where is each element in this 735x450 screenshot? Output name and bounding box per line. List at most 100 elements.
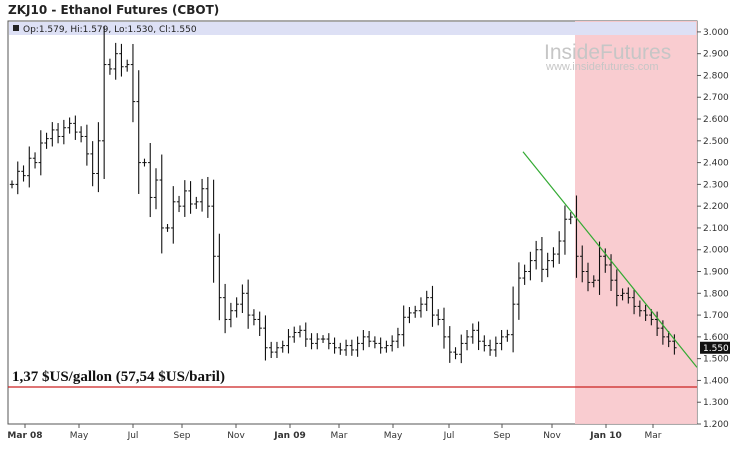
chart-title: ZKJ10 - Ethanol Futures (CBOT)	[8, 3, 220, 17]
ohlc-bar	[418, 297, 424, 318]
ohlc-bar	[441, 307, 447, 349]
ohlc-bar	[493, 336, 499, 357]
reference-annotation: 1,37 $US/gallon (57,54 $US/baril)	[12, 369, 225, 385]
ohlc-bar	[32, 152, 38, 169]
ohlc-bar	[672, 334, 677, 355]
y-tick-label: 2.700	[703, 93, 729, 103]
ohlc-bar	[654, 311, 660, 336]
ohlc-bar	[361, 330, 366, 351]
ohlc-bar	[580, 245, 585, 283]
ohlc-bar	[297, 325, 303, 338]
ohlc-bar	[459, 334, 464, 364]
ohlc-bar	[130, 43, 136, 123]
ohlc-bar	[9, 180, 15, 189]
ohlc-bar	[562, 205, 568, 255]
ohlc-bar	[568, 212, 573, 225]
ohlc-bar	[355, 336, 360, 357]
y-tick-label: 2.300	[703, 180, 729, 190]
ohlc-bar	[545, 252, 550, 278]
ohlc-bar	[505, 329, 510, 342]
ohlc-bar	[349, 339, 355, 356]
x-tick-label: Sep	[494, 431, 511, 441]
ohlc-bar	[159, 154, 164, 254]
ohlc-bar	[292, 326, 297, 343]
ohlc-bar	[119, 43, 124, 77]
ohlc-bar	[649, 309, 654, 326]
ohlc-bar	[326, 333, 331, 350]
y-tick-label: 1.300	[703, 398, 729, 408]
y-tick-label: 2.000	[703, 246, 729, 256]
ohlc-bar	[107, 58, 113, 75]
y-tick-label: 2.400	[703, 159, 729, 169]
ohlc-bar	[269, 341, 274, 358]
ohlc-bar	[626, 287, 631, 304]
x-tick-label: Mar	[331, 431, 348, 441]
ohlc-bar	[447, 326, 452, 363]
ohlc-bar	[389, 335, 395, 352]
y-tick-label: 1.200	[703, 420, 729, 430]
ohlc-bar	[487, 339, 493, 356]
ohlc-bar	[165, 224, 170, 232]
ohlc-bar	[510, 286, 516, 353]
ohlc-bar	[522, 264, 527, 285]
ohlc-bar	[309, 333, 314, 350]
y-tick-label: 1.800	[703, 289, 729, 299]
ohlc-bar	[257, 311, 262, 336]
ohlc-marker-icon	[13, 25, 19, 31]
ohlc-bar	[188, 181, 193, 214]
x-tick-label: May	[384, 431, 403, 441]
ohlc-bar	[533, 240, 539, 270]
ohlc-bar	[666, 330, 671, 348]
x-tick-label: Jan 09	[273, 431, 306, 441]
ohlc-bar	[67, 117, 72, 134]
ohlc-bar	[539, 236, 545, 283]
ohlc-bar	[217, 233, 222, 321]
ohlc-bar	[15, 161, 20, 195]
ohlc-bar	[620, 288, 625, 301]
ohlc-bar	[38, 130, 43, 176]
ohlc-bar	[551, 247, 556, 268]
ohlc-bar	[280, 340, 285, 353]
ohlc-bar	[153, 168, 159, 210]
ohlc-bar	[614, 269, 619, 307]
ohlc-bar	[366, 330, 372, 348]
ohlc-bar	[470, 323, 475, 344]
ohlc-bar	[557, 231, 562, 264]
ohlc-bar	[499, 330, 504, 351]
ohlc-header-bar	[9, 22, 696, 35]
ohlc-bar	[171, 186, 176, 244]
ohlc-bar	[453, 347, 458, 360]
ohlc-bar	[240, 284, 245, 314]
x-tick-label: Mar	[645, 431, 662, 441]
y-tick-label: 1.400	[703, 376, 729, 386]
ohlc-bar	[44, 132, 49, 149]
last-price-box	[700, 341, 730, 354]
ohlc-bar	[55, 123, 61, 144]
ohlc-bar	[338, 342, 343, 355]
ohlc-bar	[96, 122, 101, 193]
ohlc-bar	[372, 336, 378, 349]
ohlc-bar	[274, 341, 280, 358]
x-tick-label: Jan 10	[589, 431, 622, 441]
ohlc-bar	[73, 115, 78, 140]
ohlc-bar	[245, 279, 251, 329]
watermark-url: www.insidefutures.com	[545, 61, 659, 73]
ohlc-bar	[436, 309, 441, 326]
y-tick-label: 1.600	[703, 333, 729, 343]
last-price-label: 1.550	[703, 344, 729, 354]
x-tick-label: Jul	[127, 431, 139, 441]
watermark-brand: InsideFutures	[544, 41, 671, 64]
ohlc-bar	[50, 122, 55, 147]
ohlc-bar	[228, 302, 234, 328]
y-tick-label: 2.900	[703, 50, 729, 60]
ohlc-bar	[476, 321, 481, 351]
ohlc-bar	[303, 322, 308, 347]
ohlc-bar	[101, 26, 107, 180]
ohlc-bar	[61, 119, 67, 145]
ohlc-bar	[205, 176, 211, 218]
ohlc-bar	[516, 262, 522, 320]
x-tick-label: Mar 08	[7, 431, 42, 441]
highlight-region	[575, 21, 697, 424]
ohlc-bar	[384, 340, 389, 353]
